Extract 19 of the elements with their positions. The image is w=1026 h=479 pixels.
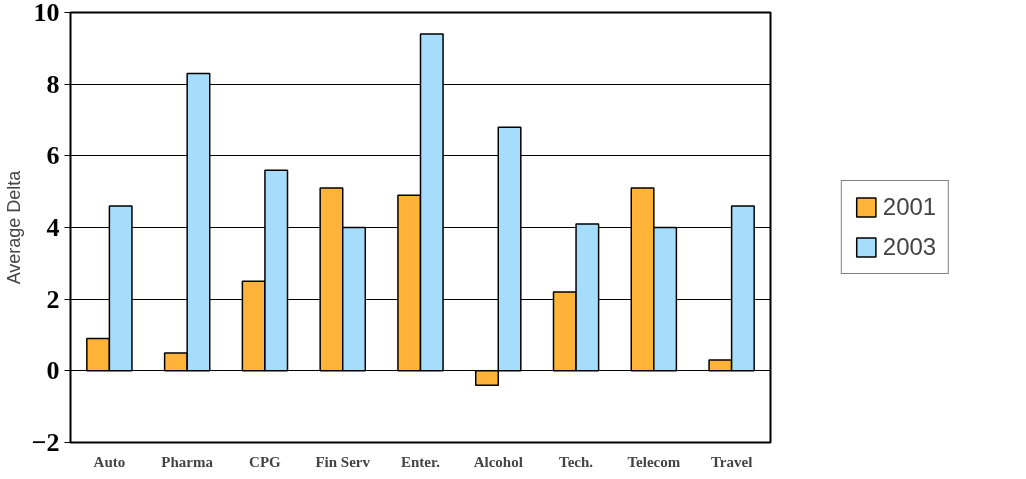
x-tick-label: Alcohol [473,453,523,470]
y-tick-label: 8 [46,69,60,99]
y-tick-label: 10 [33,0,60,27]
y-tick-label: 0 [46,356,60,386]
y-tick-label: 6 [46,141,60,171]
x-tick-label: Fin Serv [315,453,371,470]
x-tick-label: Enter. [400,453,441,470]
x-tick-label: Auto [93,453,126,470]
x-tick-label: Tech. [559,453,594,470]
x-tick-label: Pharma [161,453,214,470]
legend-label: 2001 [882,193,937,221]
x-tick-label: CPG [249,453,282,470]
y-tick-label: −2 [31,428,60,457]
legend-label: 2003 [882,233,937,261]
y-tick-label: 2 [46,284,60,314]
x-tick-label: Travel [710,453,753,470]
x-tick-label: Telecom [627,453,681,470]
y-axis-title: Average Delta [3,169,24,285]
y-tick-label: 4 [46,213,60,242]
